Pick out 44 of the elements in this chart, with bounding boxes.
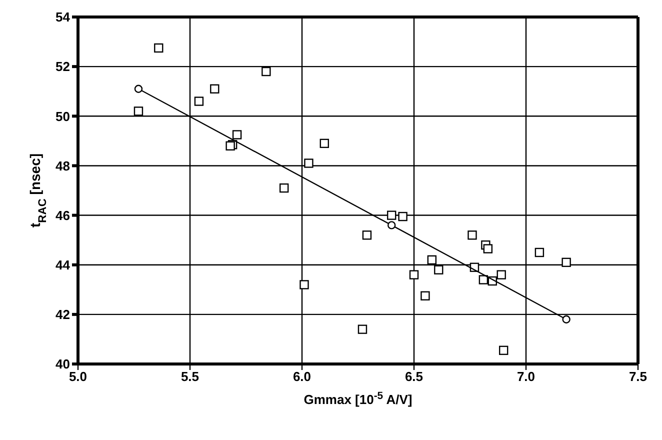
point: [300, 280, 309, 290]
point: [478, 275, 488, 284]
point: [304, 158, 314, 168]
x-tick-label: 7.0: [516, 369, 536, 384]
point: [232, 130, 242, 140]
x-tick-label: 5.0: [68, 369, 88, 384]
point: [409, 270, 419, 280]
point: [427, 255, 437, 264]
point: [420, 291, 430, 300]
y-tick-label: 48: [56, 158, 70, 174]
point: [262, 66, 271, 76]
y-tick-label: 40: [56, 356, 70, 372]
y-tick-label: 52: [56, 59, 70, 74]
point: [496, 270, 506, 280]
point: [483, 244, 493, 254]
point: [194, 96, 204, 106]
x-tick-label: 6.0: [292, 369, 312, 384]
point: [562, 315, 570, 324]
point: [562, 258, 571, 267]
y-tick-label: 54: [56, 10, 71, 25]
point: [398, 212, 408, 222]
x-axis-title: Gmmax [10$^{-5}$ A/V]: [304, 390, 412, 407]
point: [210, 84, 220, 94]
point: [154, 43, 164, 53]
point: [226, 141, 235, 150]
point: [534, 248, 544, 258]
point: [499, 346, 508, 355]
point: [134, 106, 144, 116]
point: [358, 324, 368, 334]
point: [468, 230, 477, 240]
point: [362, 230, 372, 240]
point: [388, 221, 396, 230]
point: [387, 210, 396, 220]
x-tick-label: 7.5: [628, 369, 648, 384]
x-tick-label: 5.5: [180, 369, 200, 384]
y-tick-label: 46: [56, 208, 70, 223]
x-tick-label: 6.5: [404, 369, 424, 384]
y-tick-label: 50: [56, 108, 70, 124]
point: [279, 183, 289, 193]
point: [134, 84, 143, 93]
point: [434, 265, 444, 274]
point: [320, 138, 329, 148]
y-tick-label: 44: [56, 257, 71, 272]
y-tick-label: 42: [56, 307, 70, 322]
